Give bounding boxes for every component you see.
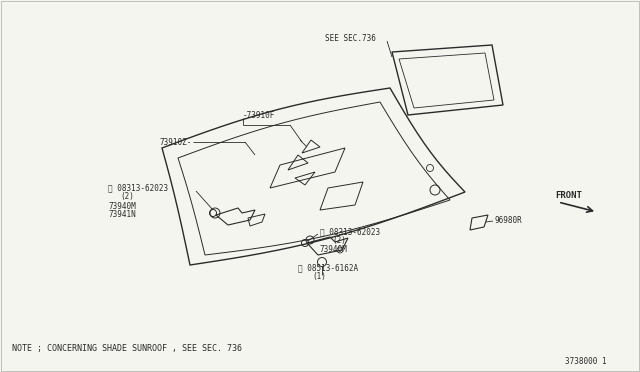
Text: 73940M: 73940M	[108, 202, 136, 211]
Text: -73910F: -73910F	[243, 110, 275, 119]
Text: SEE SEC.736: SEE SEC.736	[325, 33, 376, 42]
Text: (2): (2)	[120, 192, 134, 201]
Text: (2): (2)	[332, 235, 346, 244]
Text: 96980R: 96980R	[495, 215, 523, 224]
Text: 3738000 1: 3738000 1	[565, 357, 607, 366]
Text: Ⓢ 08313-62023: Ⓢ 08313-62023	[108, 183, 168, 192]
Text: Ⓢ 08513-6162A: Ⓢ 08513-6162A	[298, 263, 358, 273]
Text: Ⓢ 08313-62023: Ⓢ 08313-62023	[320, 228, 380, 237]
Text: 73910Z-: 73910Z-	[159, 138, 192, 147]
Text: (1): (1)	[312, 272, 326, 280]
Text: 73940M: 73940M	[320, 246, 348, 254]
Text: FRONT: FRONT	[555, 190, 582, 199]
Text: NOTE ; CONCERNING SHADE SUNROOF , SEE SEC. 736: NOTE ; CONCERNING SHADE SUNROOF , SEE SE…	[12, 343, 242, 353]
Text: 73941N: 73941N	[108, 209, 136, 218]
